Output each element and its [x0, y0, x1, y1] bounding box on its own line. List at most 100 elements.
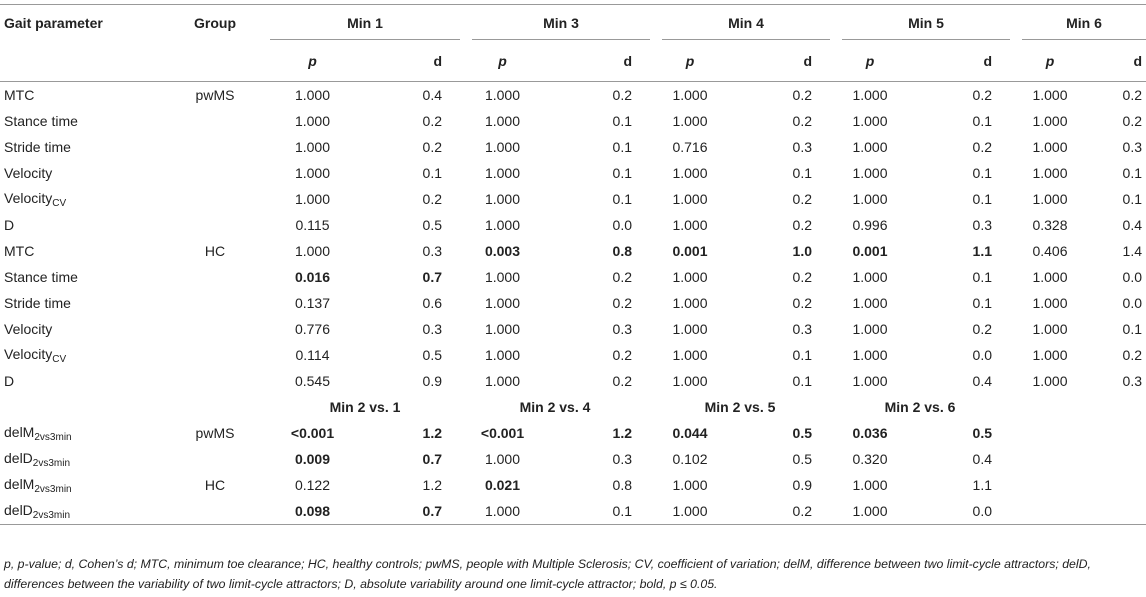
parameter-name: D: [4, 373, 15, 389]
p-value-cell: 1.000: [852, 269, 888, 285]
table-row: D 0.115 0.5 1.000 0.0 1.000 0.2 0.996 0.3 0.328 0.…: [0, 212, 1146, 238]
effect-size-cell: 0.1: [612, 191, 632, 207]
p-value-cell: 0.137: [294, 295, 331, 311]
p-header: p: [1010, 41, 1090, 82]
parameter-name: delM: [4, 423, 35, 440]
p-value-cell: 1.000: [830, 498, 910, 525]
comparison-header: Min 2 vs. 1: [329, 399, 401, 415]
gait-parameter-cell: delD2vs3min: [0, 446, 160, 472]
p-value-cell: 1.000: [294, 243, 331, 259]
parameter-name: Stance time: [4, 113, 78, 129]
p-value-cell: 0.115: [295, 217, 330, 233]
effect-size-cell: 0.3: [612, 321, 632, 337]
gait-parameter-cell: D: [0, 368, 160, 394]
p-value-cell: 1.000: [484, 347, 521, 363]
p-value-cell: 0.098: [270, 498, 355, 525]
p-value-cell: 0.996: [852, 217, 888, 233]
p-value-cell: 1.000: [484, 191, 521, 207]
p-value-cell: 1.000: [1032, 373, 1068, 389]
blank: [1090, 446, 1146, 472]
p-header: p: [460, 41, 545, 82]
gait-parameter-cell: VelocityCV: [0, 186, 160, 212]
p-value-cell: 0.001: [672, 243, 708, 259]
table-row: MTC pwMS 1.000 0.4 1.000 0.2 1.000 0.2 1.000 0.2 1…: [0, 82, 1146, 109]
effect-size-cell: 0.3: [612, 451, 632, 467]
min-5-header: Min 5: [830, 4, 1010, 41]
p-value-cell: 1.000: [460, 498, 545, 525]
p-value-cell: 0.009: [294, 451, 331, 467]
p-value-cell: 1.000: [294, 165, 331, 181]
gait-parameter-cell: Stride time: [0, 134, 160, 160]
effect-size-cell: 0.1: [972, 269, 992, 285]
p-value-cell: 1.000: [852, 321, 888, 337]
p-value-cell: 1.000: [672, 165, 708, 181]
parameter-name: delD: [4, 449, 33, 466]
min-3-header: Min 3: [460, 4, 650, 41]
effect-size-cell: 0.2: [792, 269, 812, 285]
parameter-subscript: 2vs3min: [34, 483, 72, 495]
parameter-subscript: 2vs3min: [34, 431, 72, 443]
gait-parameter-cell: Velocity: [0, 160, 160, 186]
p-value-cell: 0.016: [294, 269, 331, 285]
effect-size-cell: 0.8: [612, 243, 632, 259]
effect-size-cell: 0.2: [1122, 113, 1142, 129]
effect-size-cell: 0.1: [545, 498, 650, 525]
p-value-cell: 0.021: [484, 477, 521, 493]
p-value-cell: 1.000: [484, 87, 521, 103]
p-value-cell: 1.000: [650, 498, 730, 525]
effect-size-cell: 0.3: [422, 243, 442, 259]
table-row: Velocity 0.776 0.3 1.000 0.3 1.000 0.3 1.000 0.2…: [0, 316, 1146, 342]
p-value-cell: 1.000: [1032, 165, 1068, 181]
parameter-name: MTC: [4, 243, 35, 259]
comparison-row: delM2vs3min HC 0.122 1.2 0.021 0.8 1.000 0.9 1.0…: [0, 472, 1146, 498]
p-value-cell: 1.000: [672, 477, 708, 493]
p-value-cell: 0.320: [852, 451, 888, 467]
effect-size-cell: 0.5: [972, 425, 992, 441]
effect-size-cell: 0.0: [910, 498, 1010, 525]
effect-size-cell: 0.1: [1122, 321, 1142, 337]
p-value-cell: 1.000: [484, 217, 521, 233]
p-value-cell: 1.000: [484, 165, 521, 181]
group-cell: [160, 212, 270, 238]
p-value-cell: 1.000: [484, 373, 521, 389]
comparison-header-row: Min 2 vs. 1 Min 2 vs. 4 Min 2 vs. 5 Min 2 v…: [0, 394, 1146, 420]
parameter-name: Stride time: [4, 295, 71, 311]
table-row: VelocityCV 0.114 0.5 1.000 0.2 1.000 0.1 1.000 0…: [0, 342, 1146, 368]
group-cell: [160, 108, 270, 134]
group-cell: [160, 160, 270, 186]
parameter-name: delM: [4, 475, 35, 492]
p-value-cell: 1.000: [672, 87, 708, 103]
parameter-name: Velocity: [4, 165, 53, 181]
comparison-header: Min 2 vs. 6: [884, 399, 956, 415]
p-value-cell: 1.000: [852, 373, 888, 389]
p-value-cell: 1.000: [294, 113, 331, 129]
p-value-cell: 1.000: [672, 295, 708, 311]
gait-parameter-cell: delM2vs3min: [0, 472, 160, 498]
effect-size-cell: 0.3: [972, 217, 992, 233]
min-6-header: Min 6: [1010, 4, 1146, 41]
effect-size-cell: 0.1: [972, 295, 992, 311]
effect-size-cell: 0.9: [422, 373, 442, 389]
group-cell: pwMS: [195, 425, 235, 441]
gait-parameter-cell: MTC: [0, 238, 160, 264]
effect-size-cell: 0.5: [422, 217, 442, 233]
p-value-cell: 0.001: [852, 243, 888, 259]
table-footnote: p, p-value; d, Cohen’s d; MTC, minimum t…: [4, 557, 1091, 591]
effect-size-cell: 0.2: [792, 191, 812, 207]
gait-parameter-cell: Stride time: [0, 290, 160, 316]
p-value-cell: 0.406: [1032, 243, 1068, 259]
effect-size-cell: 1.1: [972, 243, 992, 259]
p-value-cell: 1.000: [484, 269, 521, 285]
p-header: p: [650, 41, 730, 82]
effect-size-cell: 0.1: [972, 191, 992, 207]
effect-size-cell: 0.4: [1122, 217, 1142, 233]
effect-size-cell: 0.4: [972, 451, 992, 467]
effect-size-cell: 0.1: [1122, 191, 1142, 207]
p-value-cell: 1.000: [672, 191, 708, 207]
min-1-header: Min 1: [270, 4, 460, 41]
p-value-cell: 1.000: [484, 451, 521, 467]
effect-size-cell: 0.2: [612, 269, 632, 285]
d-header: d: [910, 41, 1010, 82]
effect-size-cell: 0.7: [422, 269, 442, 285]
